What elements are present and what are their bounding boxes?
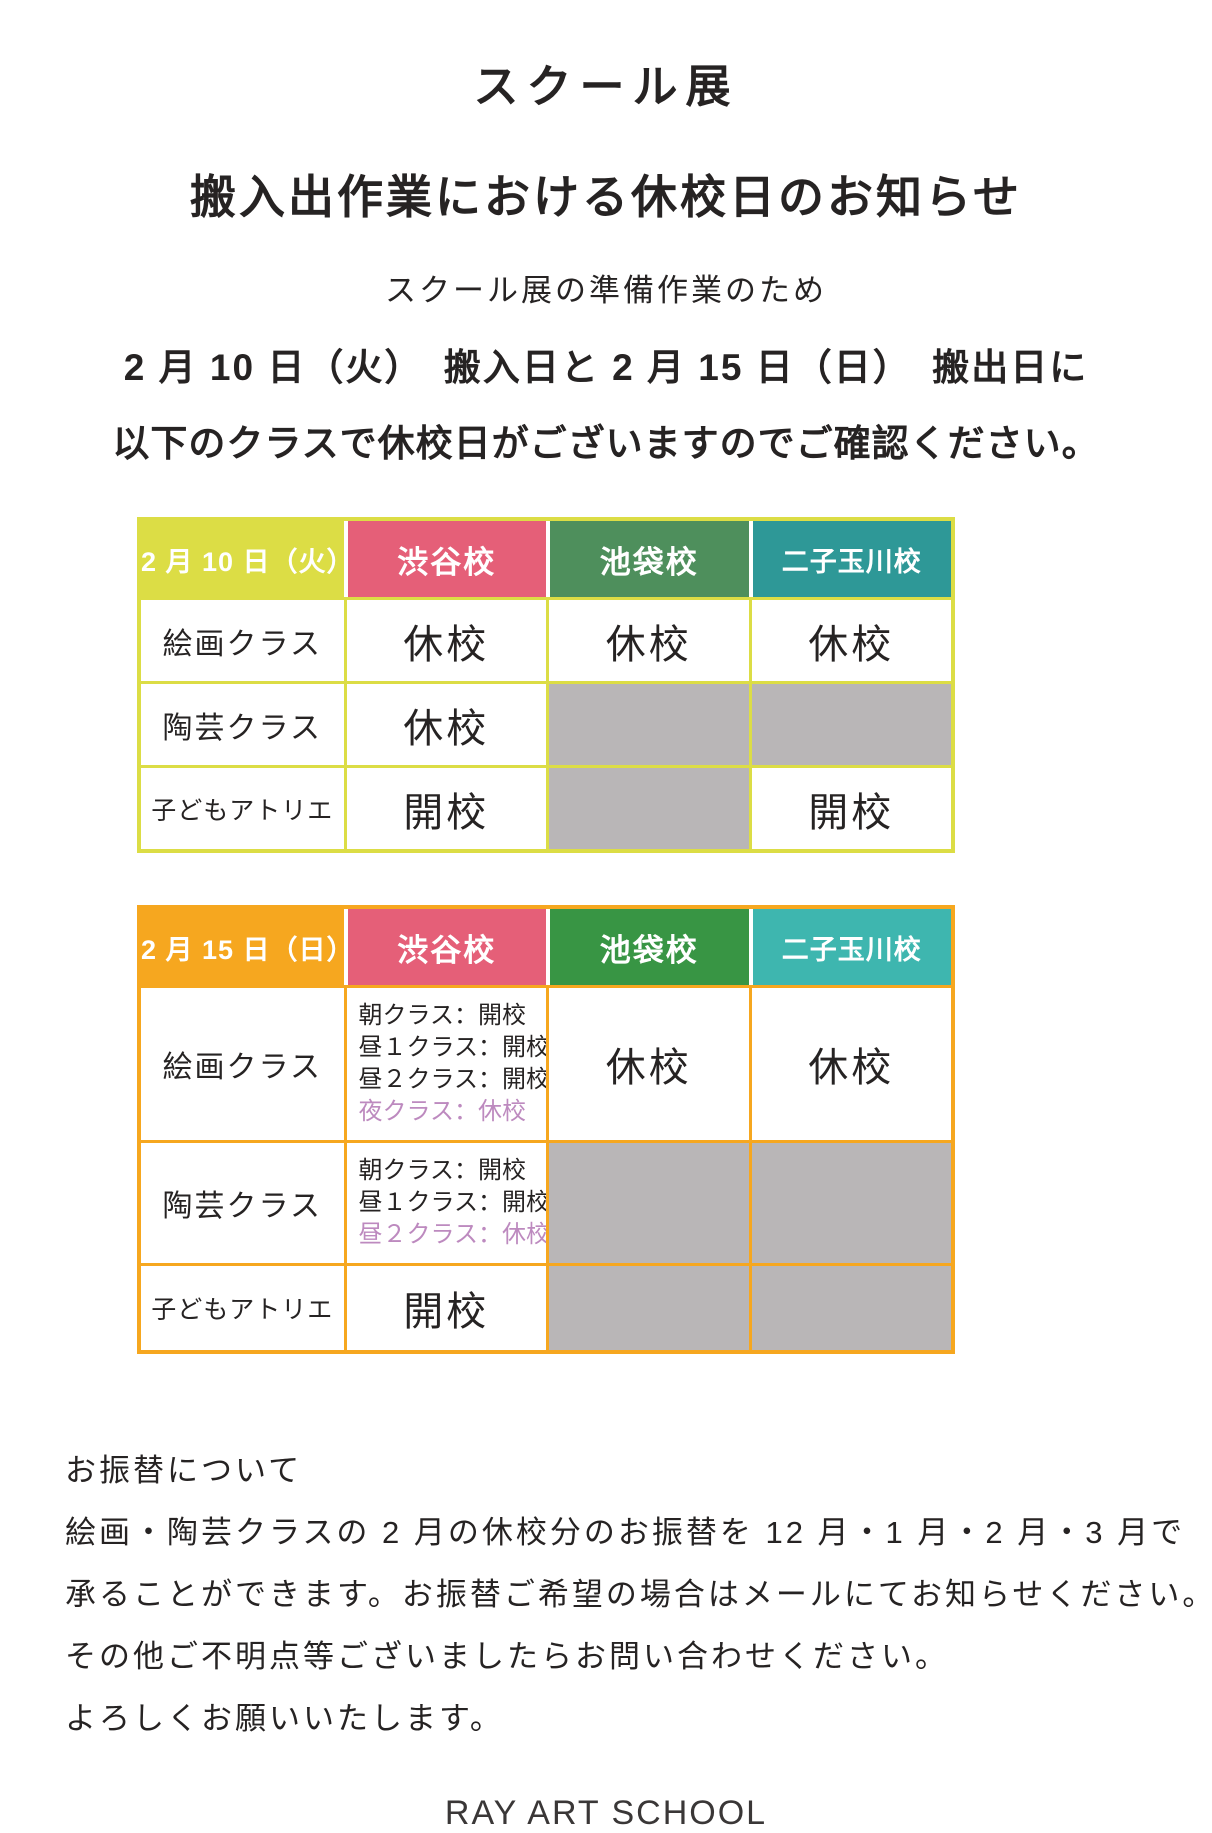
intro-line: 以下のクラスで休校日がございますのでご確認ください。	[112, 423, 1100, 464]
table-row: 絵画クラス 朝クラス：開校 昼１クラス：開校 昼２クラス：開校 夜クラス：休校 休校 休校	[141, 985, 951, 1140]
closure-table-feb10: 2 月 10 日（火） 渋谷校 池袋校 二子玉川校 絵画クラス 休校 休校 休校 陶芸クラス 休校…	[137, 517, 955, 853]
closure-table-feb15: 2 月 15 日（日） 渋谷校 池袋校 二子玉川校 絵画クラス 朝クラス：開校 昼１クラス：…	[137, 905, 955, 1354]
class-label-cell: 絵画クラス	[141, 597, 344, 681]
table-row: 陶芸クラス 朝クラス：開校 昼１クラス：開校 昼２クラス：休校	[141, 1140, 951, 1263]
schedule-line: 朝クラス：開校	[358, 1002, 527, 1029]
class-label-cell: 子どもアトリエ	[141, 1263, 344, 1350]
intro-line: 2 月 10 日（火） 搬入日と 2 月 15 日（日） 搬出日に	[123, 347, 1089, 388]
campus-header-cell: 二子玉川校	[748, 909, 951, 985]
status-cell: 休校	[343, 681, 546, 765]
status-cell: 開校	[748, 765, 951, 849]
status-cell: 休校	[546, 597, 749, 681]
table-row: 子どもアトリエ 開校 開校	[141, 765, 951, 849]
date-header-cell: 2 月 15 日（日）	[141, 909, 344, 985]
note-line: よろしくお願いいたします。	[65, 1701, 504, 1736]
schedule-line-closed: 夜クラス：休校	[358, 1098, 527, 1125]
schedule-line-closed: 昼２クラス：休校	[358, 1221, 547, 1248]
no-class-cell	[546, 681, 749, 765]
note-line: お振替について	[65, 1453, 303, 1488]
no-class-cell	[748, 1140, 951, 1263]
no-class-cell	[748, 681, 951, 765]
class-label-cell: 陶芸クラス	[141, 681, 344, 765]
note-line: その他ご不明点等ございましたらお問い合わせください。	[65, 1639, 949, 1674]
class-label-cell: 絵画クラス	[141, 985, 344, 1140]
campus-header-cell: 渋谷校	[343, 521, 546, 597]
campus-header-cell: 渋谷校	[343, 909, 546, 985]
no-class-cell	[546, 1140, 749, 1263]
page-subtitle: 搬入出作業における休校日のお知らせ	[189, 171, 1023, 223]
intro-text: スクール展の準備作業のため 2 月 10 日（火） 搬入日と 2 月 15 日（…	[0, 227, 1212, 467]
status-cell: 休校	[748, 985, 951, 1140]
no-class-cell	[546, 765, 749, 849]
page-title: スクール展	[473, 61, 739, 112]
table-row: 絵画クラス 休校 休校 休校	[141, 597, 951, 681]
note-line: 承ることができます。お振替ご希望の場合はメールにてお知らせください。	[65, 1577, 1212, 1612]
no-class-cell	[748, 1263, 951, 1350]
campus-header-cell: 二子玉川校	[748, 521, 951, 597]
closure-table: 2 月 15 日（日） 渋谷校 池袋校 二子玉川校 絵画クラス 朝クラス：開校 昼１クラス：…	[137, 905, 955, 1354]
no-class-cell	[546, 1263, 749, 1350]
campus-header-cell: 池袋校	[546, 909, 749, 985]
schedule-line: 昼１クラス：開校	[358, 1034, 547, 1061]
status-cell: 開校	[343, 1263, 546, 1350]
closure-table: 2 月 10 日（火） 渋谷校 池袋校 二子玉川校 絵画クラス 休校 休校 休校 陶芸クラス 休校…	[137, 517, 955, 853]
notice-sheet: スクール展 搬入出作業における休校日のお知らせ スクール展の準備作業のため 2 …	[0, 61, 1212, 1832]
table-row: 子どもアトリエ 開校	[141, 1263, 951, 1350]
rescheduling-notes: お振替について 絵画・陶芸クラスの 2 月の休校分のお振替を 12 月・1 月・…	[65, 1440, 1212, 1750]
status-cell: 休校	[343, 597, 546, 681]
schedule-line: 昼２クラス：開校	[358, 1066, 547, 1093]
status-cell: 休校	[748, 597, 951, 681]
class-label-cell: 子どもアトリエ	[141, 765, 344, 849]
schedule-line: 朝クラス：開校	[358, 1157, 527, 1184]
status-cell: 開校	[343, 765, 546, 849]
school-name: RAY ART SCHOOL	[444, 1794, 768, 1832]
table-header-row: 2 月 15 日（日） 渋谷校 池袋校 二子玉川校	[141, 909, 951, 985]
schedule-line: 昼１クラス：開校	[358, 1189, 547, 1216]
table-row: 陶芸クラス 休校	[141, 681, 951, 765]
intro-line: スクール展の準備作業のため	[385, 273, 827, 308]
class-label-cell: 陶芸クラス	[141, 1140, 344, 1263]
campus-header-cell: 池袋校	[546, 521, 749, 597]
schedule-cell: 朝クラス：開校 昼１クラス：開校 昼２クラス：開校 夜クラス：休校	[343, 985, 547, 1140]
note-line: 絵画・陶芸クラスの 2 月の休校分のお振替を 12 月・1 月・2 月・3 月で	[65, 1515, 1186, 1550]
status-cell: 休校	[546, 985, 749, 1140]
schedule-cell: 朝クラス：開校 昼１クラス：開校 昼２クラス：休校	[343, 1140, 547, 1263]
table-header-row: 2 月 10 日（火） 渋谷校 池袋校 二子玉川校	[141, 521, 951, 597]
date-header-cell: 2 月 10 日（火）	[141, 521, 344, 597]
